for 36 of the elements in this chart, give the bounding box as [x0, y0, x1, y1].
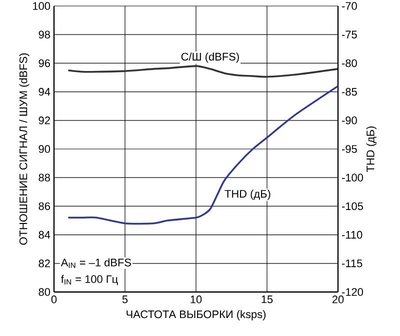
y-tick-label: 90 [38, 145, 50, 153]
y-tick-label: 86 [38, 202, 50, 210]
x-tick-label: 5 [122, 296, 128, 304]
x-tick-label: 0 [51, 296, 57, 304]
y-tick-label: 94 [38, 88, 50, 96]
y2-tick-label: -95 [342, 145, 357, 153]
y-tick-label: 98 [38, 30, 50, 38]
y2-tick-label: -90 [342, 116, 357, 124]
series-label: THD (дБ) [224, 190, 270, 200]
x-axis-title: ЧАСТОТА ВЫБОРКИ (ksps) [126, 310, 266, 320]
y2-tick-label: -75 [342, 30, 357, 38]
y-tick-label: 84 [38, 230, 50, 239]
y-tick-label: 96 [38, 59, 50, 68]
y2-tick-label: -85 [342, 88, 357, 96]
y-axis-title: ОТНОШЕНИЕ СИГНАЛ / ШУМ (dBFS) [19, 53, 30, 245]
y2-tick-label: -80 [342, 59, 357, 68]
y2-tick-label: -100 [342, 174, 364, 182]
annotation: f$_{IN}$ = 100 Гц [61, 274, 118, 286]
y2-axis-title: THD (дБ) [366, 126, 377, 172]
annotation: A$_{IN}$ = –1 dBFS [60, 258, 131, 268]
line-series [67, 85, 338, 225]
x-tick-label: 15 [262, 296, 273, 304]
y2-tick-label: -120 [342, 288, 364, 296]
y2-tick-label: -115 [342, 260, 362, 268]
y-tick-label: 100 [33, 2, 50, 10]
series-label: С/Ш (dBFS) [181, 52, 239, 63]
y-tick-label: 82 [38, 260, 50, 268]
y-tick-label: 92 [38, 116, 50, 124]
line-series [67, 65, 338, 78]
y-tick-label: 80 [38, 288, 50, 296]
y2-tick-label: -105 [342, 202, 363, 210]
y2-tick-label: -110 [342, 230, 362, 239]
x-tick-label: 10 [190, 296, 202, 304]
y2-tick-label: -70 [342, 2, 357, 10]
y-tick-label: 88 [38, 174, 50, 182]
x-tick-label: 20 [332, 296, 344, 304]
